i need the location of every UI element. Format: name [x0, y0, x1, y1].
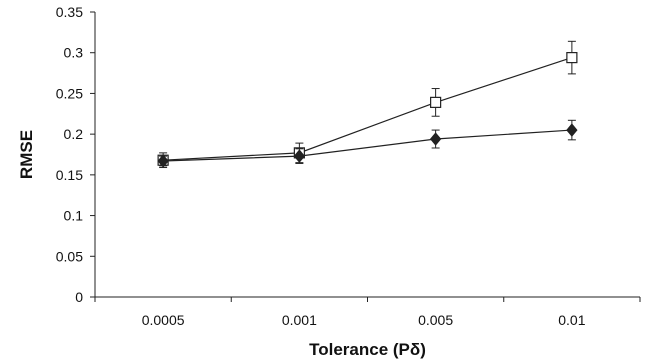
series-1 [157, 40, 578, 169]
y-tick-label: 0 [75, 289, 83, 305]
x-tick-label: 0.001 [282, 312, 317, 328]
x-tick-labels: 0.0005 0.001 0.005 0.01 [142, 312, 586, 328]
x-tick-label: 0.01 [558, 312, 585, 328]
series-2 [157, 119, 578, 168]
y-tick-label: 0.15 [56, 167, 83, 183]
data-point-diamond [157, 154, 169, 168]
y-tick-labels: 0 0.05 0.1 0.15 0.2 0.25 0.3 0.35 [56, 4, 83, 305]
y-axis-title: RMSE [17, 130, 36, 179]
axes [90, 11, 641, 302]
y-tick-label: 0.25 [56, 85, 83, 101]
data-point-diamond [566, 123, 578, 137]
x-tick-label: 0.005 [418, 312, 453, 328]
y-tick-label: 0.1 [64, 208, 84, 224]
x-tick-label: 0.0005 [142, 312, 185, 328]
data-point-square [566, 51, 578, 64]
series-line [163, 57, 573, 161]
data-point-diamond [293, 149, 306, 163]
x-axis-title: Tolerance (Pδ) [309, 340, 426, 359]
data-point-square [430, 96, 442, 108]
series-line [163, 129, 572, 162]
data-point-diamond [429, 132, 442, 146]
y-tick-label: 0.2 [64, 126, 84, 142]
y-tick-label: 0.3 [64, 45, 84, 61]
y-tick-label: 0.35 [56, 4, 83, 20]
y-tick-label: 0.05 [56, 248, 83, 264]
series-layer [157, 40, 578, 169]
